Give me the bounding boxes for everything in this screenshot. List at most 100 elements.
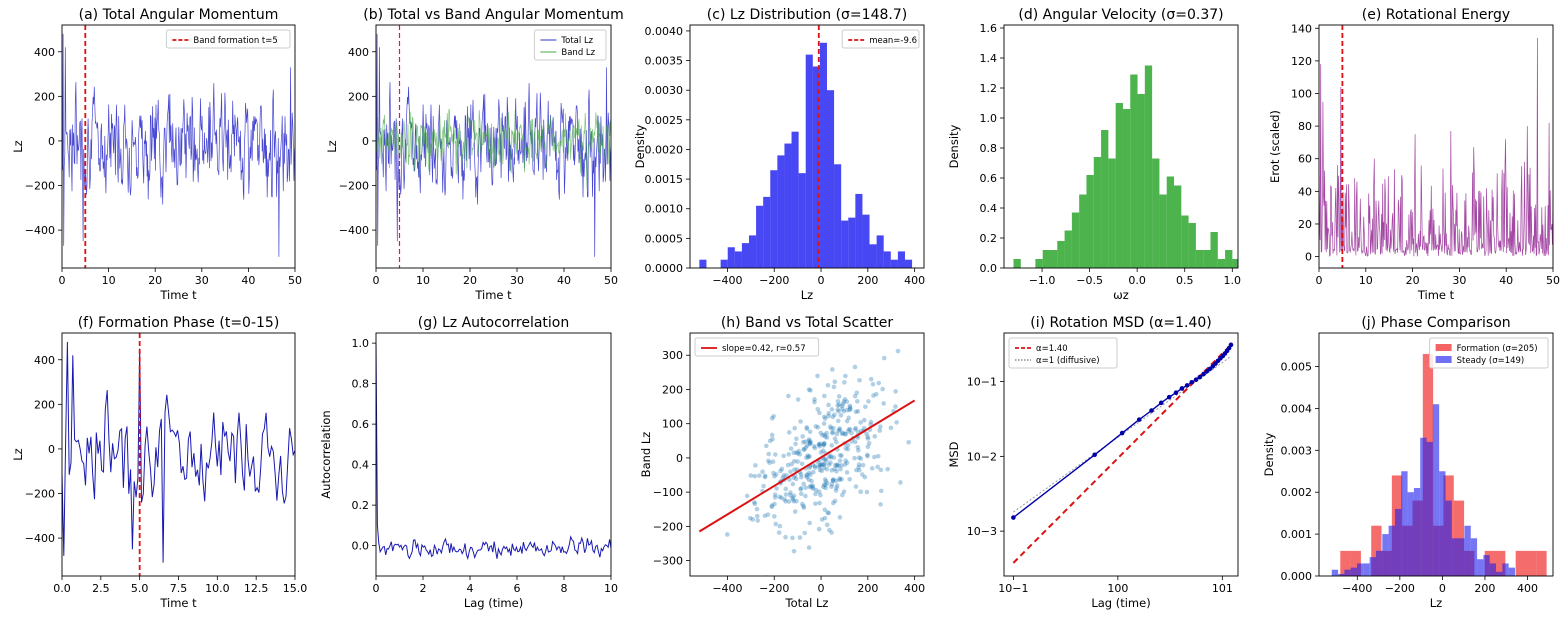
histogram-bar [1152,158,1160,268]
scatter-point [853,409,859,415]
scatter-point [826,411,831,416]
scatter-point [776,530,782,535]
scatter-point [777,494,782,500]
scatter-point [806,477,812,482]
y-axis-label: Density [947,124,961,168]
x-axis-label: Time t [474,288,512,302]
histogram-bar [699,259,707,268]
y-tick-label: 300 [662,349,683,362]
scatter-point [833,478,839,484]
plot-area [62,25,295,268]
y-tick-label: 0 [1305,251,1312,264]
scatter-point [863,404,868,410]
histogram-bar [1181,215,1189,268]
y-tick-label: −400 [25,532,55,545]
scatter-point [791,458,797,464]
histogram-bar [741,243,749,268]
histogram-bar [1357,563,1364,576]
scatter-point [849,430,854,436]
scatter-point [846,415,852,421]
y-tick-label: 200 [34,90,55,103]
y-tick-label: −200 [653,520,683,533]
x-tick-label: 6 [514,582,521,595]
scatter-point [817,443,822,449]
scatter-point [906,439,911,445]
scatter-point [823,456,828,462]
scatter-point [779,495,784,501]
scatter-point [750,517,756,522]
scatter-point [808,388,813,393]
scatter-point [837,515,843,520]
x-axis-label: Total Lz [785,596,829,610]
y-tick-label: 0.002 [1281,486,1313,499]
x-axis-label: Lag (time) [1091,596,1150,610]
y-tick-label: 40 [1298,185,1312,198]
scatter-point [829,481,835,487]
scatter-point [807,440,813,446]
histogram-bar [1495,550,1506,576]
scatter-point [798,485,804,491]
scatter-point [815,373,820,379]
scatter-point [778,468,783,474]
scatter-point [788,490,793,495]
scatter-point [826,454,832,459]
histogram-bar [1232,259,1238,268]
scatter-point [858,420,863,425]
msd-point [1189,379,1195,385]
scatter-point [795,397,801,402]
panel-i: 10−1 100 101 10−3 10−2 10−1 (i) Rotation MSD (… [947,315,1239,610]
histogram-bar [904,259,913,268]
y-tick-label: 0.0005 [645,232,684,245]
scatter-point [824,466,830,472]
histogram-bar [770,170,778,268]
legend-box [694,337,820,357]
scatter-point [838,413,844,418]
histogram-bar [1477,559,1484,576]
x-tick-label: 0 [818,582,825,595]
legend-box [165,29,291,49]
y-tick-label: 0.0 [352,540,370,553]
histogram-bar [1195,250,1204,268]
scatter-point [826,413,831,419]
scatter-point [818,462,823,467]
scatter-point [806,454,811,460]
scatter-point [817,500,822,506]
scatter-point [844,460,850,466]
legend-label: Formation (σ=205) [1457,344,1538,354]
axes-frame [1318,24,1554,269]
scatter-point [772,473,777,479]
histogram-bar [812,66,820,268]
x-tick-label: −1.0 [1029,274,1056,287]
y-tick-label: 0 [362,135,369,148]
scatter-point [755,518,761,523]
histogram-bar [1426,441,1433,576]
scatter-point [818,492,823,498]
histogram-bar [862,214,870,268]
scatter-point [841,399,847,404]
y-tick-label: 0.0015 [645,173,684,186]
scatter-point [792,425,798,431]
msd-point [1011,515,1016,520]
histogram-bar [1057,241,1065,268]
x-tick-label: 20 [1406,274,1420,287]
axes-frame [689,332,925,577]
scatter-point [827,424,833,429]
scatter-point [865,436,871,441]
y-tick-label: 10−1 [967,376,997,389]
scatter-point [839,453,844,459]
scatter-point [786,430,792,435]
scatter-point [834,483,840,488]
scatter-point [811,443,817,449]
scatter-point [878,488,884,494]
histogram-bar [1445,500,1452,576]
scatter-point [834,468,839,474]
scatter-point [845,446,851,452]
scatter-point [762,513,768,519]
scatter-point [837,426,842,431]
scatter-point [818,462,824,468]
scatter-point [875,453,881,459]
scatter-point [822,432,827,438]
scatter-point [760,469,765,475]
scatter-point [836,402,842,408]
